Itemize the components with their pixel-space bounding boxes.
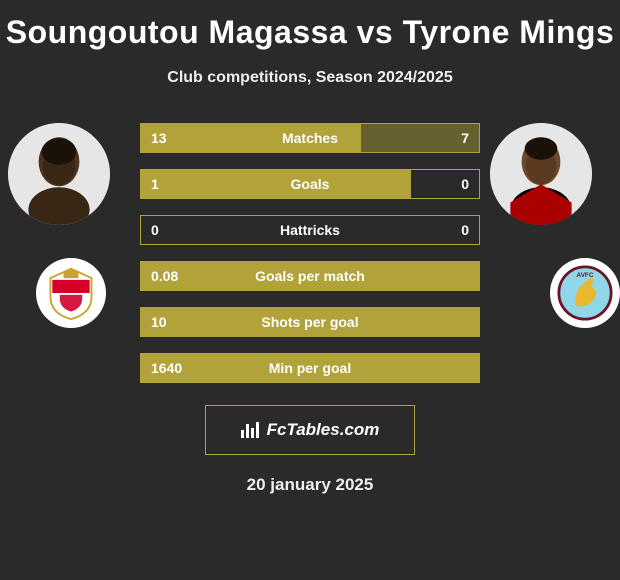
- stat-bars: 13Matches71Goals00Hattricks00.08Goals pe…: [140, 123, 480, 383]
- player2-club-badge: AVFC: [550, 258, 620, 328]
- stat-value-right: 0: [461, 222, 469, 238]
- site-name: FcTables.com: [267, 420, 380, 440]
- date-label: 20 january 2025: [247, 475, 374, 495]
- stat-label: Min per goal: [141, 360, 479, 376]
- stats-area: AVFC 13Matches71Goals00Hattricks00.08Goa…: [0, 123, 620, 393]
- stat-label: Goals: [141, 176, 479, 192]
- player1-club-badge: [36, 258, 106, 328]
- stat-label: Hattricks: [141, 222, 479, 238]
- player2-avatar: [490, 123, 592, 225]
- stat-label: Goals per match: [141, 268, 479, 284]
- chart-icon: [241, 422, 259, 438]
- svg-text:AVFC: AVFC: [576, 272, 594, 279]
- subtitle: Club competitions, Season 2024/2025: [167, 69, 452, 87]
- site-badge[interactable]: FcTables.com: [205, 405, 415, 455]
- stat-row: 0Hattricks0: [140, 215, 480, 245]
- stat-row: 1Goals0: [140, 169, 480, 199]
- stat-label: Matches: [141, 130, 479, 146]
- stat-value-right: 0: [461, 176, 469, 192]
- page-title: Soungoutou Magassa vs Tyrone Mings: [6, 14, 614, 51]
- stat-row: 10Shots per goal: [140, 307, 480, 337]
- stat-value-right: 7: [461, 130, 469, 146]
- stat-row: 0.08Goals per match: [140, 261, 480, 291]
- stat-row: 1640Min per goal: [140, 353, 480, 383]
- player1-avatar: [8, 123, 110, 225]
- stat-row: 13Matches7: [140, 123, 480, 153]
- stat-label: Shots per goal: [141, 314, 479, 330]
